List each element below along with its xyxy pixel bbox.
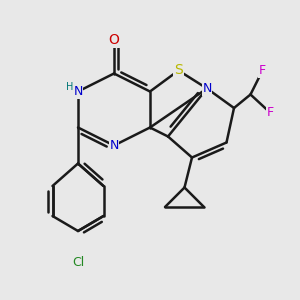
Text: H: H	[66, 82, 73, 92]
Text: F: F	[266, 106, 274, 119]
Text: N: N	[73, 85, 83, 98]
Text: F: F	[259, 64, 266, 77]
Text: N: N	[202, 82, 212, 95]
Text: N: N	[73, 85, 83, 98]
Text: N: N	[109, 139, 119, 152]
Text: O: O	[109, 34, 119, 47]
Text: Cl: Cl	[72, 256, 84, 269]
Text: S: S	[174, 64, 183, 77]
